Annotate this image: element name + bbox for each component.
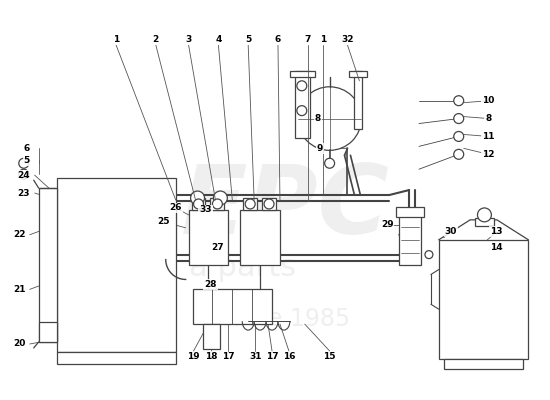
Text: 18: 18 xyxy=(205,352,218,362)
Bar xyxy=(295,71,310,138)
Text: 9: 9 xyxy=(316,144,323,153)
Circle shape xyxy=(245,199,255,209)
Text: 4: 4 xyxy=(215,35,222,44)
Circle shape xyxy=(297,106,307,116)
Circle shape xyxy=(454,149,464,159)
Text: 31: 31 xyxy=(249,352,261,362)
Text: EPC: EPC xyxy=(182,162,390,254)
Text: 28: 28 xyxy=(204,280,217,289)
Bar xyxy=(57,352,175,364)
Text: 24: 24 xyxy=(18,171,30,180)
Text: 20: 20 xyxy=(14,340,26,348)
Text: 26: 26 xyxy=(169,204,182,212)
Text: 3: 3 xyxy=(185,35,192,44)
Text: 19: 19 xyxy=(187,352,200,362)
Text: 21: 21 xyxy=(14,285,26,294)
Bar xyxy=(439,240,528,359)
Text: 29: 29 xyxy=(381,220,394,229)
Text: 14: 14 xyxy=(490,243,503,252)
Bar xyxy=(290,71,315,77)
Text: 6: 6 xyxy=(275,35,281,44)
Circle shape xyxy=(264,199,274,209)
Bar xyxy=(39,322,57,342)
Text: 16: 16 xyxy=(283,352,295,362)
Circle shape xyxy=(425,251,433,258)
Text: 22: 22 xyxy=(14,230,26,239)
Bar xyxy=(192,289,272,324)
Circle shape xyxy=(454,132,464,142)
Text: 15: 15 xyxy=(323,352,336,362)
Bar xyxy=(396,207,424,217)
Bar xyxy=(57,178,175,352)
Bar xyxy=(202,324,221,349)
Text: 12: 12 xyxy=(482,150,495,159)
Text: 8: 8 xyxy=(486,114,492,123)
Bar xyxy=(211,198,224,210)
Text: 5: 5 xyxy=(245,35,251,44)
Text: 5: 5 xyxy=(24,156,30,165)
Bar xyxy=(475,218,494,226)
Text: 1: 1 xyxy=(113,35,119,44)
Text: since 1985: since 1985 xyxy=(221,307,350,331)
Text: 17: 17 xyxy=(266,352,278,362)
Text: 6: 6 xyxy=(24,144,30,153)
Text: 27: 27 xyxy=(211,243,224,252)
Text: 10: 10 xyxy=(482,96,494,105)
Text: 32: 32 xyxy=(341,35,354,44)
Text: 2: 2 xyxy=(153,35,159,44)
Circle shape xyxy=(324,158,334,168)
Text: 13: 13 xyxy=(490,227,503,236)
Text: 30: 30 xyxy=(444,227,457,236)
Circle shape xyxy=(191,191,205,205)
Bar xyxy=(349,71,367,77)
Circle shape xyxy=(477,208,491,222)
Text: 1: 1 xyxy=(320,35,326,44)
Bar xyxy=(240,210,280,264)
Bar xyxy=(189,210,228,264)
Bar xyxy=(262,198,276,210)
Circle shape xyxy=(454,114,464,124)
Text: 23: 23 xyxy=(18,188,30,198)
Bar xyxy=(444,359,523,369)
Bar xyxy=(399,215,421,264)
Circle shape xyxy=(19,169,29,179)
Circle shape xyxy=(298,87,361,150)
Circle shape xyxy=(194,199,204,209)
Bar xyxy=(354,71,362,128)
Bar xyxy=(243,198,257,210)
Text: 11: 11 xyxy=(482,132,495,141)
Text: 7: 7 xyxy=(305,35,311,44)
Bar xyxy=(39,188,57,342)
Bar xyxy=(191,198,206,210)
Circle shape xyxy=(213,191,227,205)
Text: a parts: a parts xyxy=(189,253,296,282)
Text: 8: 8 xyxy=(315,114,321,123)
Text: 33: 33 xyxy=(199,206,212,214)
Text: 17: 17 xyxy=(222,352,235,362)
Circle shape xyxy=(454,96,464,106)
Circle shape xyxy=(19,158,29,168)
Circle shape xyxy=(297,81,307,91)
Circle shape xyxy=(212,199,222,209)
Text: 25: 25 xyxy=(157,217,170,226)
